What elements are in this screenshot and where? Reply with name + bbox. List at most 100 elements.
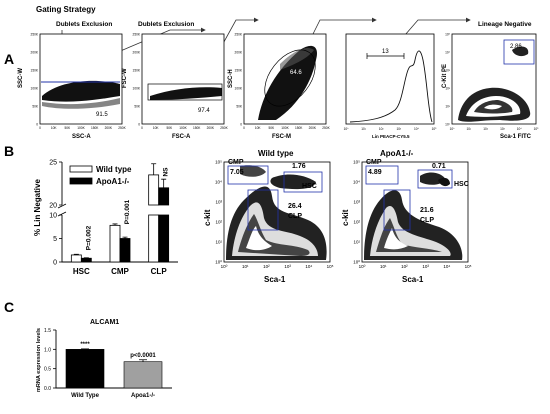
flow-title-apoa1: ApoA1-/-	[380, 149, 414, 158]
gate-rect-5	[503, 39, 535, 65]
flow-log-ytick: 10¹	[215, 240, 222, 245]
y-label-2: FSC-W	[122, 68, 128, 88]
flow-ytick: 100K	[235, 87, 243, 91]
bar-upper-segment	[158, 187, 170, 206]
flow-log-ytick: 10¹	[445, 105, 450, 109]
flow-plot-wild-type: Wild type CMP 7.05 1.76 HSC 26.4 CLP c-k…	[203, 149, 331, 284]
flow-xtick: 50K	[64, 126, 71, 130]
lin-neg-gate	[366, 53, 405, 59]
flow-log-ytick: 10²	[445, 87, 450, 91]
gating-plot-5: 2.86 C-Kit PE Sca-1 FITC	[442, 33, 537, 140]
flow-log-ytick: 10³	[445, 69, 450, 73]
flow-gate-cmp-wt	[227, 165, 269, 185]
gate-ellipse-3	[264, 49, 316, 107]
flow-xlabel-wt: Sca-1	[264, 275, 286, 284]
flow-log-xtick: 10⁴	[305, 264, 312, 269]
flow-log-ytick: 10⁴	[353, 180, 360, 185]
flow-gate-hsc-apoa1	[417, 169, 453, 189]
flow-xtick: 200K	[207, 126, 215, 130]
flow-ytick: 50K	[32, 105, 39, 109]
error-bar	[151, 163, 157, 175]
gating-plot-4: 13 Lin PEACP-CY5.5	[345, 33, 435, 139]
flow-ylabel-apoa1: c-kit	[341, 209, 350, 226]
scatter-cloud-3	[258, 45, 318, 121]
flow-log-xtick: 10¹	[380, 264, 387, 269]
axis-break-mark	[57, 203, 67, 217]
bar	[80, 257, 92, 263]
y-tick-label: 5	[53, 236, 57, 243]
flow-ytick: 0	[36, 123, 38, 127]
flow-log-xtick: 10³	[422, 264, 429, 269]
panel-label-c: C	[4, 299, 14, 315]
gating-plot-3: 64.6 SSC-H FSC-M	[228, 33, 327, 140]
gate-cmp-wt-value: 7.05	[230, 169, 244, 176]
flow-ytick: 200K	[31, 51, 39, 55]
significance-annotation: ****	[80, 342, 90, 348]
flow-log-xtick: 10⁰	[359, 264, 366, 269]
y-tick-label: 1.0	[44, 347, 51, 353]
gating-plot-1: 91.5 SSC-W SSC-A	[18, 33, 123, 140]
y-tick-label: 25	[49, 160, 57, 167]
legend-label: ApoA1-/-	[96, 177, 130, 186]
gate-clp-apoa1-value: 21.6	[420, 207, 434, 214]
gate-cmp-apoa1-value: 4.89	[368, 169, 382, 176]
flow-log-xtick: 10⁴	[517, 127, 523, 131]
y-tick-label: 0	[53, 260, 57, 267]
gate-arrow-2	[117, 27, 206, 53]
flow-log-xtick: 10³	[396, 127, 401, 131]
gate-hsc-apoa1: HSC	[454, 181, 469, 188]
gate-clp-apoa1: CLP	[420, 217, 434, 224]
flow-log-xtick: 10⁰	[450, 127, 456, 131]
flow-xtick: 150K	[295, 126, 303, 130]
contour-5	[458, 46, 531, 122]
y-axis-label: % Lin Negative	[33, 179, 42, 236]
flow-contour-wild-type	[226, 165, 327, 260]
bar	[65, 349, 105, 389]
y-label-3: SSC-H	[228, 69, 234, 88]
flow-log-ytick: 10⁵	[215, 160, 222, 165]
gating-step-title-1: Dublets Exclusion	[56, 21, 112, 28]
gate-cmp-wt: CMP	[228, 159, 244, 166]
flow-xtick: 250K	[220, 126, 228, 130]
legend-swatch	[69, 177, 93, 185]
flow-xtick: 200K	[105, 126, 113, 130]
flow-xtick: 0	[243, 126, 245, 130]
gate-value-5: 2.86	[510, 44, 522, 50]
x-label-2: FSC-A	[172, 134, 191, 140]
category-label: HSC	[73, 267, 90, 276]
error-bar	[139, 359, 147, 362]
p-value-annotation: P=0.001	[124, 199, 131, 224]
flow-ytick: 200K	[235, 51, 243, 55]
flow-log-ytick: 10⁰	[353, 260, 360, 265]
flow-log-xtick: 10²	[263, 264, 270, 269]
flow-title-wild-type: Wild type	[258, 149, 294, 158]
flow-ytick: 200K	[133, 51, 141, 55]
gating-title: Gating Strategy	[36, 5, 96, 14]
flow-xtick: 100K	[77, 126, 85, 130]
gate-value-1: 91.5	[96, 112, 108, 118]
flow-xtick: 100K	[281, 126, 289, 130]
flow-log-ytick: 10⁰	[445, 123, 451, 127]
flow-plot-apoa1: ApoA1-/- CMP 4.89 0.71 HSC 21.6 CLP c-ki…	[341, 149, 469, 284]
flow-xlabel-apoa1: Sca-1	[402, 275, 424, 284]
gate-rect-2	[147, 83, 223, 101]
flow-xtick: 100K	[179, 126, 187, 130]
flow-log-ytick: 10⁵	[445, 33, 451, 37]
category-label: CMP	[111, 267, 129, 276]
x-label-4: Lin PEACP-CY5.5	[372, 134, 410, 139]
flow-ytick: 250K	[31, 33, 39, 37]
flow-xtick: 0	[39, 126, 41, 130]
x-label-3: FSC-M	[272, 134, 291, 140]
y-label-5: C-Kit PE	[442, 64, 448, 88]
flow-log-ytick: 10⁵	[353, 160, 360, 165]
flow-log-ytick: 10²	[215, 220, 222, 225]
flow-xtick: 10K	[153, 126, 160, 130]
legend-swatch	[69, 165, 93, 173]
flow-log-ytick: 10³	[215, 200, 222, 205]
flow-ytick: 100K	[31, 87, 39, 91]
flow-gate-clp-wt	[247, 189, 279, 231]
flow-log-xtick: 10⁰	[344, 127, 350, 131]
flow-log-xtick: 10¹	[242, 264, 249, 269]
gate-value-3: 64.6	[290, 70, 302, 76]
